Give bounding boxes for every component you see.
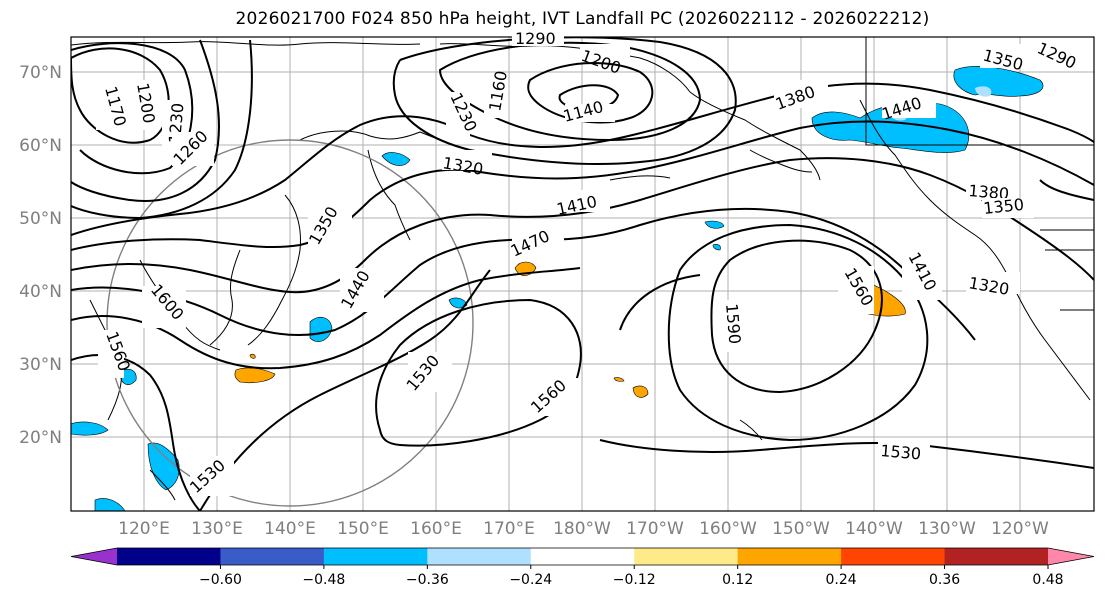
lon-label: 160°E bbox=[410, 519, 462, 539]
colorbar-bin bbox=[841, 548, 946, 565]
lon-label: 150°E bbox=[337, 519, 389, 539]
lon-label: 130°E bbox=[191, 519, 243, 539]
contour-label: 1380 bbox=[968, 181, 1010, 203]
radius-circle bbox=[106, 139, 474, 507]
lon-label: 170°W bbox=[626, 519, 684, 539]
map-title: 2026021700 F024 850 hPa height, IVT Land… bbox=[235, 9, 930, 29]
lat-label: 30°N bbox=[19, 355, 62, 375]
colorbar-tick-label: 0.48 bbox=[1032, 572, 1063, 588]
colorbar-bin bbox=[220, 548, 325, 565]
colorbar-bin bbox=[634, 548, 739, 565]
lon-label: 140°W bbox=[845, 519, 903, 539]
colorbar-bin bbox=[427, 548, 532, 565]
colorbar-bin bbox=[117, 548, 221, 565]
coastlines bbox=[71, 37, 1094, 501]
lon-label: 160°W bbox=[699, 519, 757, 539]
contour-label: 1290 bbox=[515, 29, 556, 48]
longitude-labels: 120°E 130°E 140°E 150°E 160°E 170°E 180°… bbox=[118, 519, 1049, 539]
colorbar-bin bbox=[944, 548, 1049, 565]
colorbar-bin bbox=[530, 548, 635, 565]
colorbar: −0.60 −0.48 −0.36 −0.24 −0.12 0.12 0.24 0.36 0.4… bbox=[70, 547, 1095, 588]
map-frame bbox=[70, 36, 1095, 512]
lon-label: 150°W bbox=[772, 519, 830, 539]
contour-label: 1590 bbox=[722, 303, 744, 345]
lat-label: 50°N bbox=[19, 209, 62, 229]
colorbar-tick-label: −0.12 bbox=[613, 572, 656, 588]
colorbar-tick-label: 0.24 bbox=[826, 572, 857, 588]
lon-label: 120°W bbox=[991, 519, 1049, 539]
latitude-labels: 70°N 60°N 50°N 40°N 30°N 20°N bbox=[19, 63, 62, 448]
colorbar-tick-label: 0.36 bbox=[929, 572, 960, 588]
contour-label: 1530 bbox=[880, 441, 922, 463]
colorbar-bin bbox=[323, 548, 428, 565]
colorbar-tick-label: −0.60 bbox=[199, 572, 242, 588]
lon-label: 180°W bbox=[553, 519, 611, 539]
colorbar-tick-label: −0.48 bbox=[302, 572, 345, 588]
colorbar-tick-label: −0.36 bbox=[406, 572, 449, 588]
lat-label: 70°N bbox=[19, 63, 62, 83]
lon-label: 130°W bbox=[918, 519, 976, 539]
colorbar-tick-label: 0.12 bbox=[722, 572, 753, 588]
colorbar-tick-label: −0.24 bbox=[509, 572, 552, 588]
lat-label: 40°N bbox=[19, 282, 62, 302]
colorbar-extend-high bbox=[1048, 548, 1094, 565]
lat-label: 20°N bbox=[19, 428, 62, 448]
lon-label: 170°E bbox=[483, 519, 535, 539]
lon-label: 140°E bbox=[264, 519, 316, 539]
colorbar-bin bbox=[737, 548, 842, 565]
colorbar-outline bbox=[70, 547, 1095, 566]
contour-label: 1350 bbox=[982, 195, 1024, 218]
lat-label: 60°N bbox=[19, 136, 62, 156]
lon-label: 120°E bbox=[118, 519, 170, 539]
colorbar-extend-low bbox=[71, 548, 117, 565]
